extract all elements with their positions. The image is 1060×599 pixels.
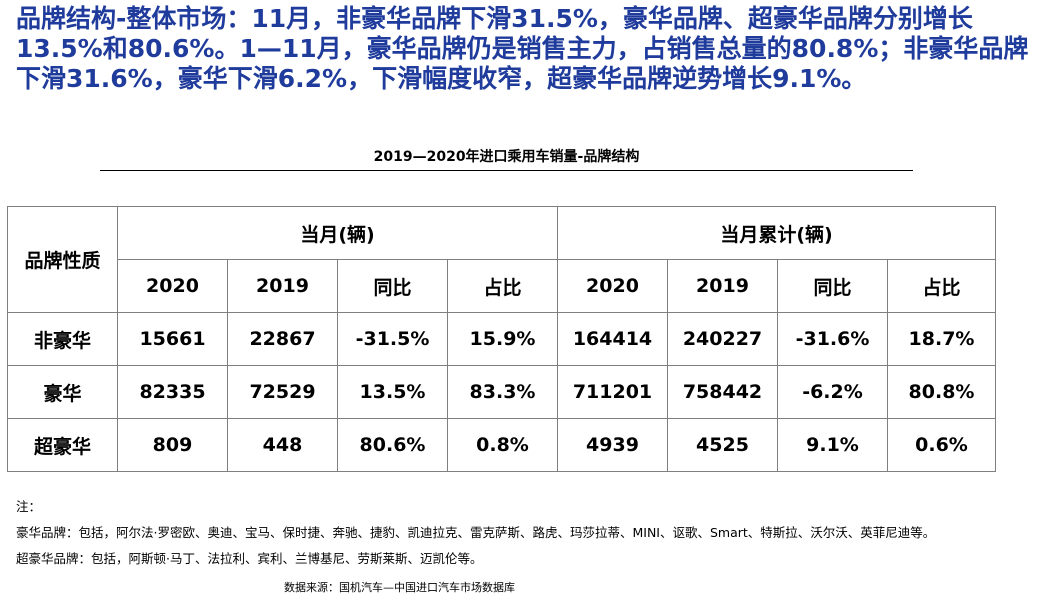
headline: 品牌结构-整体市场：11月，非豪华品牌下滑31.5%，豪华品牌、超豪华品牌分别增…: [16, 4, 1029, 93]
notes-super-luxury: 超豪华品牌：包括，阿斯顿·马丁、法拉利、宾利、兰博基尼、劳斯莱斯、迈凯伦等。: [16, 551, 483, 566]
table-title: 2019—2020年进口乘用车销量-品牌结构: [373, 149, 640, 165]
brand-structure-table: 品牌性质 当月(辆) 当月累计(辆) 2020 2019 同比 占比 2020 …: [7, 206, 996, 472]
subheader-cell: 同比: [777, 259, 888, 313]
table-cell: -31.6%: [777, 312, 888, 366]
table-cell: 9.1%: [777, 418, 888, 472]
row-label: 超豪华: [7, 418, 118, 472]
table-cell: 0.6%: [887, 418, 996, 472]
subheader-cell: 同比: [337, 259, 448, 313]
row-label: 豪华: [7, 365, 118, 419]
table-cell: 758442: [667, 365, 778, 419]
row-label: 非豪华: [7, 312, 118, 366]
table-cell: 13.5%: [337, 365, 448, 419]
table-cell: 22867: [227, 312, 338, 366]
subheader-cell: 2019: [227, 259, 338, 313]
table-row: 非豪华 15661 22867 -31.5% 15.9% 164414 2402…: [7, 312, 996, 366]
subheader-cell: 2019: [667, 259, 778, 313]
subheader-cell: 占比: [887, 259, 996, 313]
subheader-cell: 占比: [447, 259, 558, 313]
table-cell: 82335: [117, 365, 228, 419]
table-cell: 80.6%: [337, 418, 448, 472]
table-subheader-row: 2020 2019 同比 占比 2020 2019 同比 占比: [8, 259, 996, 313]
table-cell: -6.2%: [777, 365, 888, 419]
table-cell: 0.8%: [447, 418, 558, 472]
data-source: 数据来源：国机汽车—中国进口汽车市场数据库: [284, 581, 515, 594]
title-underline: [100, 170, 913, 171]
table-cell: 809: [117, 418, 228, 472]
notes: 注： 豪华品牌：包括，阿尔法·罗密欧、奥迪、宝马、保时捷、奔驰、捷豹、凯迪拉克、…: [16, 494, 935, 572]
table-header-row: 品牌性质 当月(辆) 当月累计(辆): [7, 206, 996, 313]
table-row: 豪华 82335 72529 13.5% 83.3% 711201 758442…: [7, 365, 996, 419]
table-cell: 15.9%: [447, 312, 558, 366]
table-cell: 164414: [557, 312, 668, 366]
table-cell: 448: [227, 418, 338, 472]
notes-label: 注：: [16, 499, 42, 514]
notes-luxury: 豪华品牌：包括，阿尔法·罗密欧、奥迪、宝马、保时捷、奔驰、捷豹、凯迪拉克、雷克萨…: [16, 525, 936, 540]
group-header-cumulative: 当月累计(辆): [557, 206, 996, 260]
table-cell: 711201: [557, 365, 668, 419]
table-cell: 72529: [227, 365, 338, 419]
table-cell: 18.7%: [887, 312, 996, 366]
table-cell: 15661: [117, 312, 228, 366]
table-cell: 240227: [667, 312, 778, 366]
subheader-cell: 2020: [117, 259, 228, 313]
table-row: 超豪华 809 448 80.6% 0.8% 4939 4525 9.1% 0.…: [7, 418, 996, 472]
table-cell: 4939: [557, 418, 668, 472]
corner-header: 品牌性质: [7, 206, 118, 313]
table-cell: 83.3%: [447, 365, 558, 419]
table-cell: -31.5%: [337, 312, 448, 366]
group-header-month: 当月(辆): [117, 206, 558, 260]
table-cell: 80.8%: [887, 365, 996, 419]
subheader-cell: 2020: [557, 259, 668, 313]
table-cell: 4525: [667, 418, 778, 472]
